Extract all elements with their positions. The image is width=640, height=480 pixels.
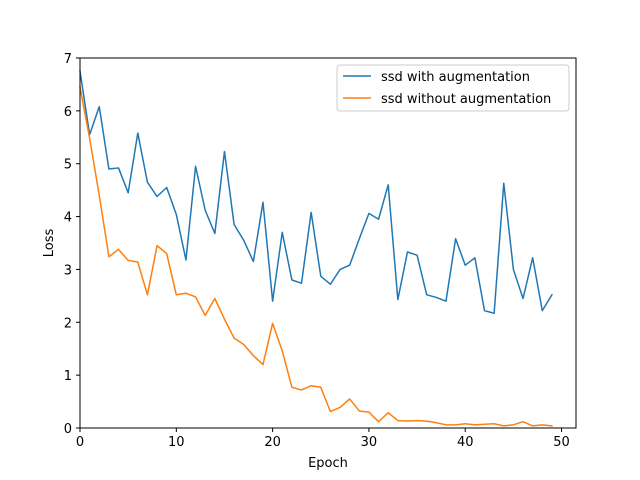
y-tick-label: 0 bbox=[64, 422, 72, 437]
y-tick-label: 5 bbox=[64, 158, 72, 173]
y-tick-label: 3 bbox=[64, 263, 72, 278]
x-tick-label: 40 bbox=[457, 435, 474, 450]
y-tick-label: 2 bbox=[64, 316, 72, 331]
x-tick-label: 20 bbox=[264, 435, 281, 450]
plot-frame bbox=[79, 57, 577, 429]
x-tick-label: 30 bbox=[361, 435, 378, 450]
x-axis-ticks: 0 10 20 30 40 50 bbox=[76, 428, 570, 450]
legend-label-0: ssd with augmentation bbox=[381, 70, 530, 85]
x-tick-label: 0 bbox=[76, 435, 84, 450]
y-axis-ticks: 0 1 2 3 4 5 6 7 bbox=[64, 52, 80, 437]
y-axis-title: Loss bbox=[42, 229, 57, 258]
x-tick-label: 10 bbox=[168, 435, 185, 450]
x-axis-title: Epoch bbox=[308, 456, 348, 471]
series-line-0 bbox=[79, 70, 553, 315]
series-layer bbox=[79, 70, 553, 427]
legend: ssd with augmentation ssd without augment… bbox=[336, 64, 570, 112]
y-tick-label: 1 bbox=[64, 369, 72, 384]
y-tick-label: 7 bbox=[64, 52, 72, 67]
x-tick-label: 50 bbox=[553, 435, 570, 450]
y-tick-label: 6 bbox=[64, 105, 72, 120]
series-line-1 bbox=[79, 86, 553, 427]
legend-frame bbox=[336, 64, 570, 112]
y-tick-label: 4 bbox=[64, 211, 72, 226]
legend-label-1: ssd without augmentation bbox=[381, 92, 551, 107]
